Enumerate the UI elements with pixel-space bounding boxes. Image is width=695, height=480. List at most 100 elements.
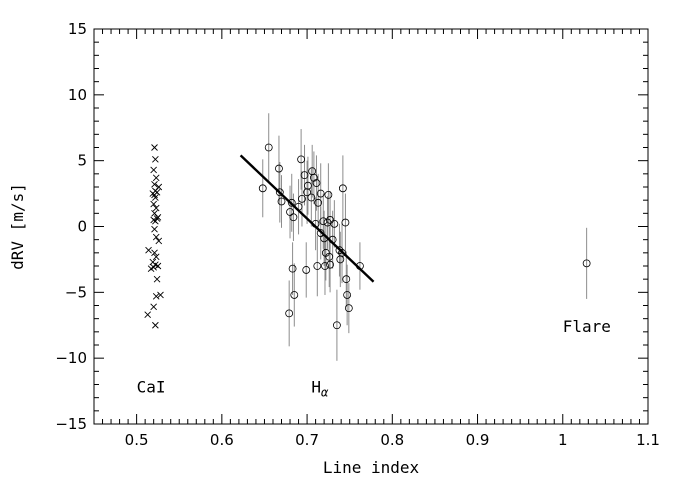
annotation-subscript: α — [321, 385, 329, 399]
plot-background — [94, 29, 648, 424]
circle-marker — [298, 194, 306, 203]
circle-marker — [289, 213, 298, 222]
circle-marker — [343, 291, 352, 299]
circle-marker — [290, 291, 299, 299]
circle-marker — [341, 218, 350, 227]
circle-marker — [307, 193, 316, 202]
y-tick-label: −10 — [55, 349, 87, 367]
fit-line — [239, 154, 375, 283]
x-marker-stroke — [152, 204, 160, 212]
data-markers — [144, 143, 591, 330]
x-marker-stroke — [150, 166, 157, 174]
x-marker — [152, 204, 160, 212]
x-tick-label: 0.7 — [295, 431, 319, 449]
x-marker-stroke — [153, 188, 161, 196]
circle-marker — [258, 184, 267, 193]
x-marker-stroke — [153, 275, 161, 283]
x-marker-stroke — [144, 311, 152, 319]
circle-marker — [314, 198, 323, 207]
circle-marker — [335, 246, 344, 255]
circle-marker — [312, 179, 321, 187]
y-tick-label: 15 — [68, 20, 87, 38]
x-marker-stroke — [150, 303, 157, 311]
circle-marker — [344, 304, 353, 313]
circle-marker — [321, 262, 329, 270]
x-marker-stroke — [154, 262, 162, 270]
plot-area — [94, 29, 648, 424]
x-marker — [152, 233, 160, 241]
circle-marker — [326, 260, 334, 269]
annotation-label: CaI — [137, 377, 166, 396]
x-marker — [144, 311, 152, 319]
x-marker-stroke — [152, 253, 160, 261]
annotation-label: Flare — [563, 317, 611, 336]
circle-marker — [275, 164, 283, 173]
circle-marker — [303, 188, 311, 197]
x-marker — [152, 194, 159, 201]
circle-marker — [300, 171, 309, 180]
x-tick-label: 0.5 — [125, 431, 149, 449]
x-marker — [152, 156, 159, 163]
x-marker-stroke — [145, 246, 152, 254]
y-tick-label: −15 — [55, 415, 87, 433]
circle-marker — [325, 252, 334, 261]
x-tick-label: 0.6 — [210, 431, 234, 449]
x-marker — [153, 275, 161, 283]
x-marker-stroke — [152, 194, 159, 201]
x-marker — [151, 249, 158, 257]
x-tick-label: 1 — [558, 431, 568, 449]
x-marker — [151, 144, 158, 151]
x-marker — [151, 225, 158, 233]
x-marker — [147, 265, 155, 272]
y-axis-title: dRV [m/s] — [8, 183, 27, 270]
circle-marker — [326, 216, 334, 224]
x-marker — [145, 246, 152, 254]
circle-marker — [342, 275, 351, 284]
x-marker — [152, 292, 160, 300]
x-marker-stroke — [153, 215, 161, 222]
circle-marker — [302, 266, 311, 274]
x-marker — [157, 291, 164, 299]
circle-marker — [287, 198, 296, 207]
x-marker-stroke — [152, 174, 160, 182]
axes — [93, 28, 649, 425]
x-marker — [152, 253, 160, 261]
circle-marker — [338, 184, 347, 193]
x-marker-stroke — [157, 291, 164, 299]
fit-line-layer — [239, 154, 375, 283]
circle-marker — [275, 188, 284, 197]
x-marker — [151, 181, 158, 188]
x-marker-stroke — [151, 225, 158, 233]
x-marker — [153, 188, 161, 196]
circle-marker — [264, 143, 273, 152]
circle-marker — [324, 190, 333, 199]
x-tick-label: 1.1 — [636, 431, 660, 449]
x-axis-title: Line index — [323, 458, 420, 477]
x-marker-stroke — [155, 237, 163, 245]
y-tick-label: 0 — [77, 218, 87, 236]
circle-marker — [313, 262, 322, 270]
x-marker — [154, 262, 162, 270]
y-tick-label: −5 — [65, 283, 87, 301]
x-marker-stroke — [152, 321, 159, 329]
circle-marker — [316, 189, 325, 198]
x-marker-stroke — [152, 233, 160, 241]
circle-marker — [288, 264, 297, 273]
x-marker-stroke — [151, 249, 158, 257]
circle-marker — [336, 255, 345, 264]
circle-marker — [285, 309, 294, 318]
y-tick-label: 10 — [68, 86, 87, 104]
x-marker-stroke — [151, 144, 158, 151]
x-marker — [152, 174, 160, 182]
circle-marker — [309, 173, 318, 182]
x-marker — [152, 321, 159, 329]
x-marker-stroke — [150, 200, 157, 208]
x-marker-stroke — [152, 292, 160, 300]
x-marker-stroke — [151, 181, 158, 188]
x-marker-stroke — [147, 265, 155, 272]
x-marker — [155, 237, 163, 245]
x-marker — [153, 215, 161, 222]
x-marker — [150, 200, 157, 208]
circle-marker — [330, 219, 339, 228]
